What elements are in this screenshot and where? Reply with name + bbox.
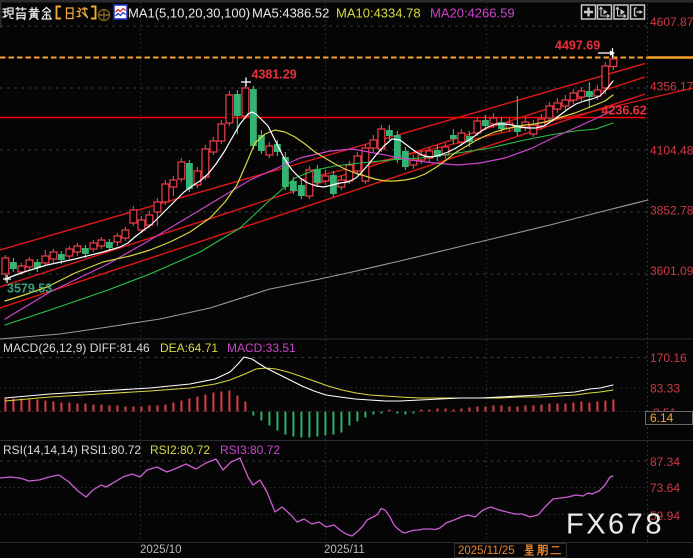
svg-text:4104.48: 4104.48 [650,144,693,158]
svg-text:MACD:33.51: MACD:33.51 [227,341,296,355]
svg-text:MA10:4334.78: MA10:4334.78 [336,6,421,21]
svg-text:3579.53: 3579.53 [7,282,52,296]
svg-text:3601.09: 3601.09 [650,264,693,278]
svg-text:4381.29: 4381.29 [252,68,297,82]
svg-text:FX678: FX678 [566,509,664,541]
svg-text:MA5:4386.52: MA5:4386.52 [252,6,329,21]
svg-text:RSI(14,14,14) RSI1:80.72: RSI(14,14,14) RSI1:80.72 [3,443,141,457]
svg-text:83.33: 83.33 [650,382,680,396]
svg-text:4236.62: 4236.62 [602,104,647,118]
svg-text:RSI3:80.72: RSI3:80.72 [220,443,280,457]
svg-text:2025/10: 2025/10 [140,544,182,556]
svg-text:MA20:4266.59: MA20:4266.59 [430,6,515,21]
svg-text:3852.78: 3852.78 [650,204,693,218]
svg-text:170.16: 170.16 [650,351,687,365]
svg-text:4607.87: 4607.87 [650,15,693,29]
svg-text:RSI2:80.72: RSI2:80.72 [150,443,210,457]
svg-text:DEA:64.71: DEA:64.71 [160,341,218,355]
svg-text:6.14: 6.14 [650,411,674,425]
svg-text:87.34: 87.34 [650,455,680,469]
svg-text:59.94: 59.94 [650,509,680,523]
svg-text:2025/11/25: 2025/11/25 [458,545,515,557]
svg-text:4497.69: 4497.69 [555,39,600,53]
svg-text:2025/11: 2025/11 [324,544,365,556]
svg-text:MA1(5,10,20,30,100): MA1(5,10,20,30,100) [128,6,250,21]
svg-text:4356.17: 4356.17 [650,80,693,94]
svg-text:MACD(26,12,9) DIFF:81.46: MACD(26,12,9) DIFF:81.46 [3,341,150,355]
svg-text:73.64: 73.64 [650,481,680,495]
